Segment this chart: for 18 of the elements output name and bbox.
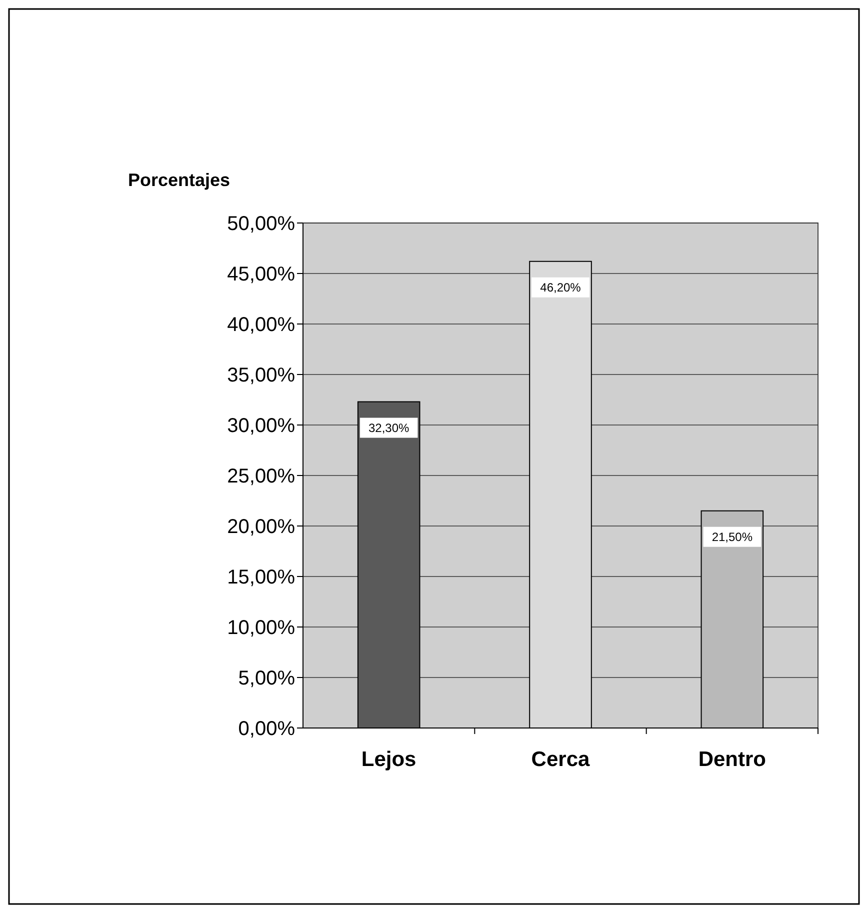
x-tick-label: Cerca [531, 748, 590, 771]
y-tick-label: 10,00% [227, 617, 296, 639]
y-tick-label: 45,00% [227, 264, 296, 286]
y-tick-label: 25,00% [227, 466, 296, 488]
data-label: 21,50% [712, 530, 753, 544]
data-label: 46,20% [540, 280, 582, 294]
y-tick-label: 0,00% [238, 718, 296, 740]
y-tick-label: 5,00% [238, 668, 296, 690]
y-tick-label: 40,00% [227, 314, 296, 336]
x-tick-label: Lejos [361, 748, 416, 771]
y-tick-label: 30,00% [227, 415, 296, 437]
y-tick-label: 15,00% [227, 566, 296, 588]
data-label: 32,30% [368, 420, 410, 435]
y-tick-label: 35,00% [227, 364, 296, 386]
y-axis-title: Porcentajes [128, 170, 230, 190]
y-tick-label: 20,00% [227, 516, 296, 538]
x-tick-label: Dentro [698, 748, 766, 771]
y-tick-label: 50,00% [227, 213, 296, 235]
